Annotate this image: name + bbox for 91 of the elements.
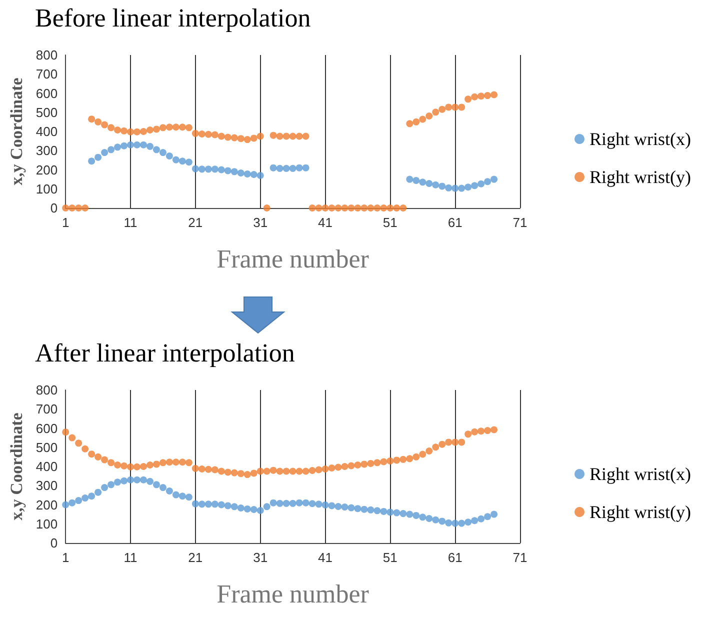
point [140,141,147,148]
point [198,166,206,173]
y-tick-label: 0 [50,536,58,550]
point [250,171,258,178]
point [178,158,186,165]
x-tick-label: 1 [62,550,70,565]
y-tick-label: 300 [36,478,58,494]
y-axis-title: x,y Coordinate [7,412,26,520]
x-tick-label: 51 [382,215,398,230]
point [276,164,284,172]
x-tick-label: 71 [512,215,528,230]
x-tick-label: 61 [448,215,462,230]
point [244,170,251,178]
point [490,176,498,183]
point [471,182,478,190]
point [478,180,485,188]
point [256,172,264,179]
legend-label: Right wrist(y) [590,502,692,522]
y-tick-label: 100 [36,516,58,532]
y-tick-label: 100 [36,181,58,196]
point [426,180,433,188]
chart-title: After linear interpolation [35,338,295,368]
point [289,164,296,172]
point [192,165,199,172]
point [230,168,238,176]
y-tick-label: 300 [36,143,58,158]
point [134,141,140,148]
point [432,181,440,188]
x-tick-label: 51 [382,550,398,565]
x-tick-label: 11 [124,215,138,230]
point [484,178,492,186]
point [282,164,290,172]
point [152,146,160,154]
point [120,142,128,150]
point [101,149,108,156]
y-tick-label: 400 [36,459,58,474]
point [94,154,102,161]
x-tick-label: 21 [188,550,203,565]
point [88,158,96,165]
point [185,158,192,166]
point [146,142,154,150]
point [458,184,466,192]
point [159,149,166,156]
y-tick-label: 500 [36,440,58,455]
point [419,178,426,186]
x-axis-title: Frame number [216,580,370,608]
x-tick-label: 61 [448,550,462,565]
point [302,164,310,172]
y-tick-label: 200 [36,162,58,178]
point [237,170,244,176]
point [438,182,446,190]
y-tick-label: 400 [36,124,58,139]
point [211,166,218,173]
legend-label: Right wrist(x) [590,464,692,484]
y-tick-label: 600 [36,86,58,101]
y-tick-label: 500 [36,104,58,120]
y-tick-label: 700 [36,66,58,82]
x-tick-label: 31 [253,215,268,230]
point [127,141,134,148]
legend-label: Right wrist(x) [590,129,692,149]
y-tick-label: 0 [50,200,58,216]
point [108,146,115,154]
point [224,167,232,174]
y-tick-label: 600 [36,420,58,436]
x-axis-title: Frame number [216,244,370,274]
point [204,166,212,173]
x-tick-label: 41 [318,550,332,565]
y-tick-label: 800 [36,382,58,398]
point [296,164,303,172]
point [114,144,122,151]
point [218,166,225,174]
point [406,176,414,183]
point [172,156,180,164]
point [464,184,472,191]
x-tick-label: 31 [253,550,268,565]
x-tick-label: 1 [62,215,70,230]
y-tick-label: 700 [36,402,58,417]
point [445,184,452,192]
point [270,164,277,172]
x-tick-label: 41 [318,215,332,230]
chart-title: Before linear interpolation [35,4,311,32]
x-tick-label: 11 [124,550,138,565]
y-axis-title: x,y Coordinate [7,77,26,186]
point [166,152,173,160]
y-tick-label: 200 [36,497,58,512]
x-tick-label: 21 [188,215,203,230]
x-tick-label: 71 [512,550,528,565]
legend-label: Right wrist(y) [590,167,692,187]
point [452,184,459,192]
y-tick-label: 800 [36,48,58,62]
point [412,176,420,184]
